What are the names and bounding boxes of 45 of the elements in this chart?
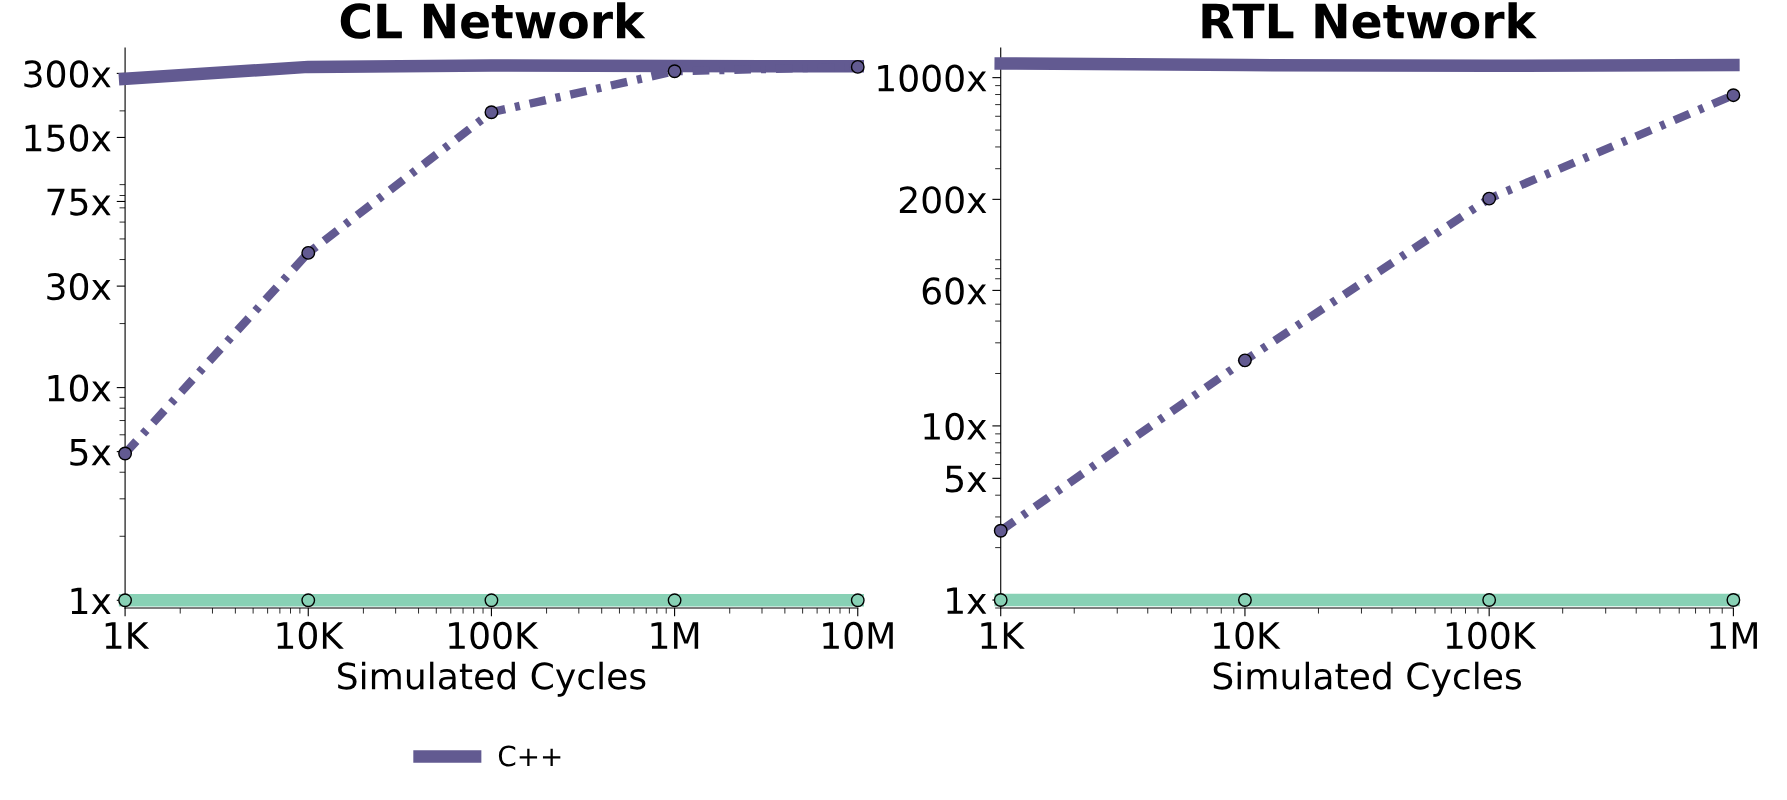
chart-title: CL Network bbox=[340, 2, 646, 39]
point bbox=[301, 245, 316, 260]
y-tick-label: 5x bbox=[945, 465, 987, 493]
point bbox=[484, 593, 499, 608]
point bbox=[484, 105, 499, 120]
y-tick-label: 1000x bbox=[878, 64, 987, 92]
y-tick-label: 10x bbox=[924, 412, 987, 441]
x-tick-label: 1K bbox=[105, 622, 150, 649]
x-axis-title: Simulated Cycles bbox=[1213, 661, 1522, 697]
y-tick-label: 150x bbox=[25, 124, 111, 152]
y-tick-label: 300x bbox=[24, 60, 111, 88]
point bbox=[993, 593, 1008, 607]
y-tick-label: 1x bbox=[947, 587, 987, 614]
chart-title: RTL Network bbox=[1202, 2, 1537, 39]
x-tick-label: 1K bbox=[981, 622, 1025, 649]
point bbox=[118, 593, 133, 608]
point bbox=[1726, 593, 1741, 607]
point bbox=[993, 523, 1008, 538]
point bbox=[1237, 593, 1252, 607]
point bbox=[1482, 191, 1497, 206]
x-tick-label: 10K bbox=[277, 621, 344, 650]
point bbox=[118, 446, 133, 461]
x-tick-label: 10M bbox=[823, 621, 893, 650]
y-tick-label: 30x bbox=[47, 273, 111, 301]
point bbox=[1237, 353, 1252, 368]
y-tick-label: 1x bbox=[71, 587, 111, 615]
point bbox=[850, 59, 865, 74]
x-tick-label: 100K bbox=[449, 621, 539, 650]
x-tick-label: 10K bbox=[1214, 621, 1281, 650]
x-tick-label: 100K bbox=[1446, 621, 1537, 650]
point bbox=[1726, 88, 1741, 103]
y-tick-label: 60x bbox=[922, 277, 987, 305]
point bbox=[667, 593, 682, 608]
point bbox=[850, 593, 865, 608]
x-tick-label: 1M bbox=[1710, 622, 1757, 649]
y-tick-label: 10x bbox=[48, 374, 111, 402]
point bbox=[301, 593, 316, 608]
x-axis-title: Simulated Cycles bbox=[338, 661, 646, 697]
y-tick-label: 200x bbox=[899, 186, 987, 214]
x-tick-label: 1M bbox=[651, 622, 699, 649]
legend-label: C++ bbox=[498, 745, 561, 767]
y-tick-label: 75x bbox=[47, 188, 111, 216]
point bbox=[667, 64, 682, 79]
y-tick-label: 5x bbox=[70, 439, 111, 466]
point bbox=[1482, 593, 1497, 607]
